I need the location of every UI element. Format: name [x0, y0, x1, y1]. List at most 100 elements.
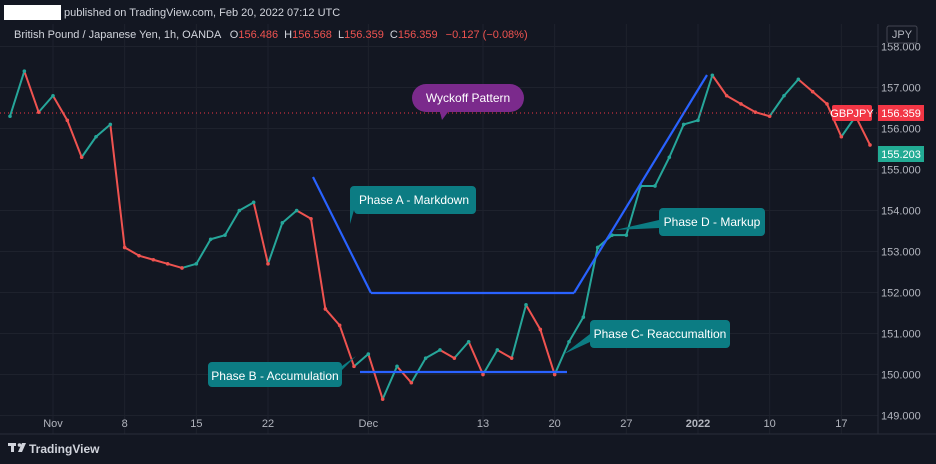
- y-tick-label: 153.000: [881, 247, 921, 259]
- price-point: [94, 134, 98, 139]
- price-point: [782, 93, 786, 98]
- phase-a-text: Phase A - Markdown: [359, 193, 469, 207]
- price-segment: [95, 123, 112, 138]
- price-point: [581, 315, 586, 319]
- x-tick-label: 27: [620, 418, 632, 430]
- y-tick-label: 150.000: [881, 370, 921, 382]
- price-series: [8, 69, 872, 401]
- price-segment: [66, 119, 83, 159]
- price-point: [194, 262, 199, 266]
- phase-b-bubble: Phase B - Accumulation: [208, 356, 356, 387]
- price-point: [466, 339, 471, 344]
- price-point: [122, 245, 127, 250]
- x-tick-label: 10: [764, 418, 776, 430]
- x-tick-label: 22: [262, 418, 274, 430]
- price-point: [352, 364, 356, 369]
- price-segment: [166, 262, 183, 269]
- price-segment: [152, 258, 169, 265]
- price-point: [538, 327, 543, 332]
- price-segment: [697, 74, 714, 122]
- price-segment: [711, 74, 728, 97]
- price-point: [366, 352, 371, 356]
- price-point: [767, 114, 772, 119]
- price-point: [22, 69, 27, 73]
- symbol-legend[interactable]: British Pound / Japanese Yen, 1h, OANDA …: [14, 29, 528, 41]
- x-tick-label: 8: [122, 418, 128, 430]
- time-axis[interactable]: Nov 8 15 22 Dec 13 20 27 2022 10 17: [0, 418, 936, 435]
- price-point: [137, 253, 141, 258]
- price-segment: [668, 123, 685, 159]
- x-tick-label: Nov: [43, 418, 63, 430]
- price-segment: [267, 221, 284, 265]
- low-value: 156.359: [344, 29, 384, 41]
- currency-label: JPY: [892, 29, 913, 41]
- price-point: [251, 200, 256, 205]
- price-point: [595, 245, 600, 250]
- price-segment: [797, 78, 814, 93]
- price-point: [624, 233, 629, 237]
- last-price-tag: [878, 105, 924, 121]
- price-point: [739, 102, 743, 106]
- x-tick-label: 2022: [686, 418, 710, 430]
- price-segment: [123, 246, 140, 257]
- price-point: [810, 89, 815, 94]
- price-segment: [496, 348, 513, 360]
- price-point: [280, 221, 285, 225]
- price-axis-ticks: 158.000 157.000 156.000 155.000 154.000 153.0…: [881, 42, 921, 423]
- price-point: [667, 155, 672, 160]
- price-segment: [553, 340, 570, 376]
- price-point: [108, 122, 113, 127]
- price-point: [839, 134, 844, 139]
- price-segment: [396, 365, 413, 384]
- price-segment: [224, 209, 241, 237]
- price-segment: [52, 94, 69, 122]
- price-point: [509, 356, 514, 360]
- price-point: [452, 356, 457, 360]
- brand-text: TradingView: [29, 442, 100, 456]
- x-tick-label: 17: [835, 418, 847, 430]
- wyckoff-title-text: Wyckoff Pattern: [426, 91, 510, 105]
- price-segment: [482, 348, 499, 376]
- price-segment: [295, 209, 312, 220]
- price-point: [423, 356, 428, 360]
- currency-box[interactable]: [886, 25, 918, 44]
- price-point: [696, 118, 700, 123]
- change-value: −0.127 (−0.08%): [446, 29, 528, 41]
- y-tick-label: 158.000: [881, 42, 921, 54]
- published-text: published on TradingView.com, Feb 20, 20…: [64, 7, 340, 19]
- price-point: [481, 372, 485, 377]
- y-tick-label: 155.000: [881, 165, 921, 177]
- price-segment: [138, 254, 155, 261]
- high-label: H: [284, 29, 292, 41]
- price-axis[interactable]: 158.000 157.000 156.000 155.000 154.000 153.0…: [830, 24, 924, 434]
- footer: TradingView: [8, 442, 100, 456]
- price-point: [495, 348, 500, 352]
- price-segment: [424, 348, 441, 360]
- level-tag-text: 155.203: [881, 149, 921, 161]
- wyckoff-trendlines: [312, 74, 708, 374]
- low-label: L: [338, 29, 344, 41]
- symbol-name[interactable]: British Pound / Japanese Yen, 1h, OANDA: [14, 29, 222, 41]
- y-tick-label: 157.000: [881, 83, 921, 95]
- price-point: [151, 257, 156, 262]
- price-point: [51, 93, 55, 98]
- price-segment: [338, 324, 355, 368]
- price-point: [395, 364, 399, 369]
- price-point: [681, 122, 686, 127]
- price-point: [65, 118, 70, 123]
- price-segment: [37, 94, 54, 114]
- price-point: [223, 233, 227, 237]
- price-segment: [109, 123, 126, 249]
- price-point: [79, 155, 84, 160]
- price-segment: [854, 115, 871, 146]
- x-tick-label: 13: [477, 418, 489, 430]
- price-segment: [310, 217, 327, 310]
- x-tick-label: Dec: [359, 418, 379, 430]
- author-redaction: [4, 5, 61, 20]
- markdown-line: [312, 176, 372, 294]
- price-point: [208, 237, 213, 242]
- price-segment: [539, 328, 556, 376]
- header: published on TradingView.com, Feb 20, 20…: [4, 5, 528, 41]
- price-segment: [682, 119, 699, 126]
- price-segment: [510, 303, 527, 360]
